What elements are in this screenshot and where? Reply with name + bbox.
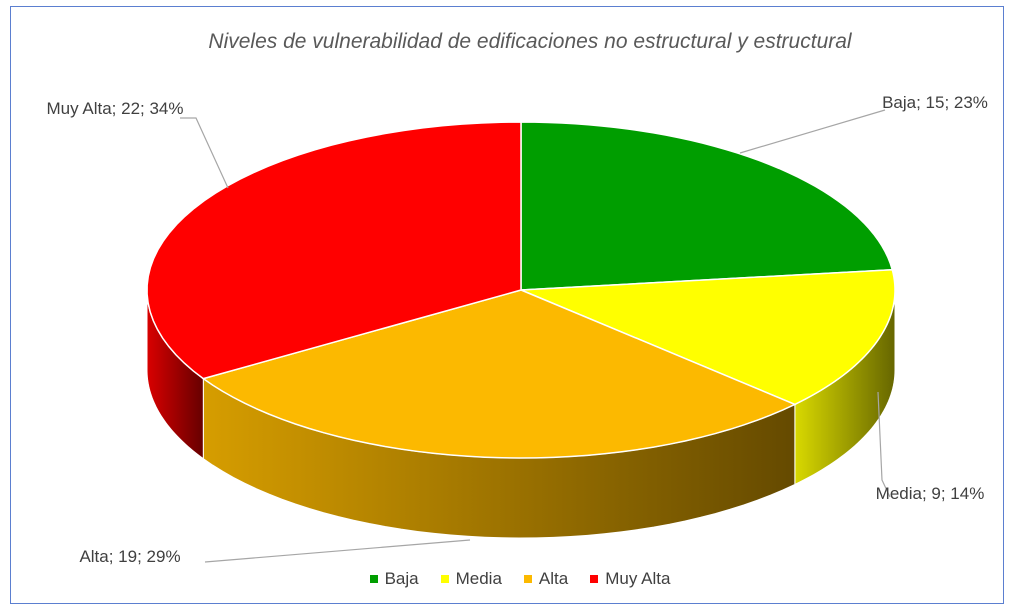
pie-slice bbox=[146, 121, 522, 380]
leader-line bbox=[204, 539, 471, 563]
legend-swatch bbox=[440, 575, 449, 583]
legend-item: Baja bbox=[369, 569, 419, 589]
pie-slice bbox=[520, 268, 896, 406]
legend-item: Media bbox=[440, 569, 502, 589]
pie-slice bbox=[201, 289, 797, 459]
legend-label: Alta bbox=[538, 569, 569, 588]
legend-swatch bbox=[590, 575, 599, 583]
leader-line bbox=[877, 391, 891, 498]
legend-swatch bbox=[369, 575, 378, 583]
chart-frame bbox=[10, 6, 1004, 604]
leader-line bbox=[739, 109, 886, 154]
data-label: Alta; 19; 29% bbox=[79, 547, 181, 566]
legend: Baja Media Alta Muy Alta bbox=[0, 569, 1010, 589]
data-label: Muy Alta; 22; 34% bbox=[46, 99, 184, 118]
legend-label: Muy Alta bbox=[605, 569, 671, 588]
legend-label: Media bbox=[455, 569, 502, 588]
leader-line bbox=[180, 117, 229, 189]
chart-title: Niveles de vulnerabilidad de edificacion… bbox=[208, 30, 852, 53]
legend-swatch bbox=[523, 575, 532, 583]
pie-slice bbox=[520, 121, 894, 291]
legend-item: Muy Alta bbox=[590, 569, 670, 589]
data-label: Baja; 15; 23% bbox=[882, 93, 988, 112]
legend-item: Alta bbox=[523, 569, 569, 589]
data-label: Media; 9; 14% bbox=[875, 484, 985, 503]
legend-label: Baja bbox=[384, 569, 419, 588]
